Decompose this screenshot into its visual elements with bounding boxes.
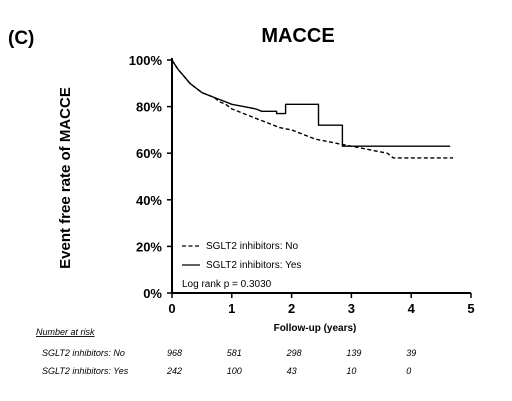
y-tick-label: 0% <box>143 286 162 301</box>
risk-row-label-no: SGLT2 inhibitors: No <box>42 348 125 358</box>
risk-count: 0 <box>406 366 411 376</box>
risk-count: 139 <box>346 348 361 358</box>
series-line-no <box>171 59 454 159</box>
risk-count: 100 <box>227 366 242 376</box>
x-tick-label: 4 <box>408 301 416 316</box>
x-tick-label: 1 <box>228 301 235 316</box>
risk-count: 43 <box>287 366 297 376</box>
x-tick-label: 3 <box>348 301 355 316</box>
y-tick-label: 100% <box>129 53 163 68</box>
x-tick-label: 0 <box>168 301 175 316</box>
risk-count: 39 <box>406 348 416 358</box>
series-line-yes <box>171 59 451 147</box>
series-layer <box>171 59 454 159</box>
y-axis-label: Event free rate of MACCE <box>57 87 74 269</box>
y-tick-label: 40% <box>136 193 162 208</box>
risk-count: 298 <box>286 348 302 358</box>
y-tick-label: 20% <box>136 239 162 254</box>
risk-count: 10 <box>346 366 356 376</box>
number-at-risk-table: Number at risk SGLT2 inhibitors: No SGLT… <box>36 327 416 376</box>
risk-row-label-yes: SGLT2 inhibitors: Yes <box>42 366 129 376</box>
risk-count: 968 <box>167 348 182 358</box>
axes: 0% 20% 40% 60% 80% 100% 0 1 2 3 4 5 <box>129 53 475 316</box>
x-axis-label: Follow-up (years) <box>274 323 357 334</box>
legend: SGLT2 inhibitors: No SGLT2 inhibitors: Y… <box>182 241 301 290</box>
x-tick-label: 5 <box>467 301 474 316</box>
x-tick-label: 2 <box>288 301 295 316</box>
log-rank-annotation: Log rank p = 0.3030 <box>182 279 272 290</box>
chart-title: MACCE <box>261 25 334 47</box>
legend-label-no: SGLT2 inhibitors: No <box>206 241 299 252</box>
risk-count: 242 <box>166 366 182 376</box>
risk-count: 581 <box>227 348 242 358</box>
panel-label: (C) <box>8 28 34 49</box>
y-tick-label: 80% <box>136 100 162 115</box>
risk-table-title: Number at risk <box>36 327 95 337</box>
legend-label-yes: SGLT2 inhibitors: Yes <box>206 260 301 271</box>
y-tick-label: 60% <box>136 146 162 161</box>
